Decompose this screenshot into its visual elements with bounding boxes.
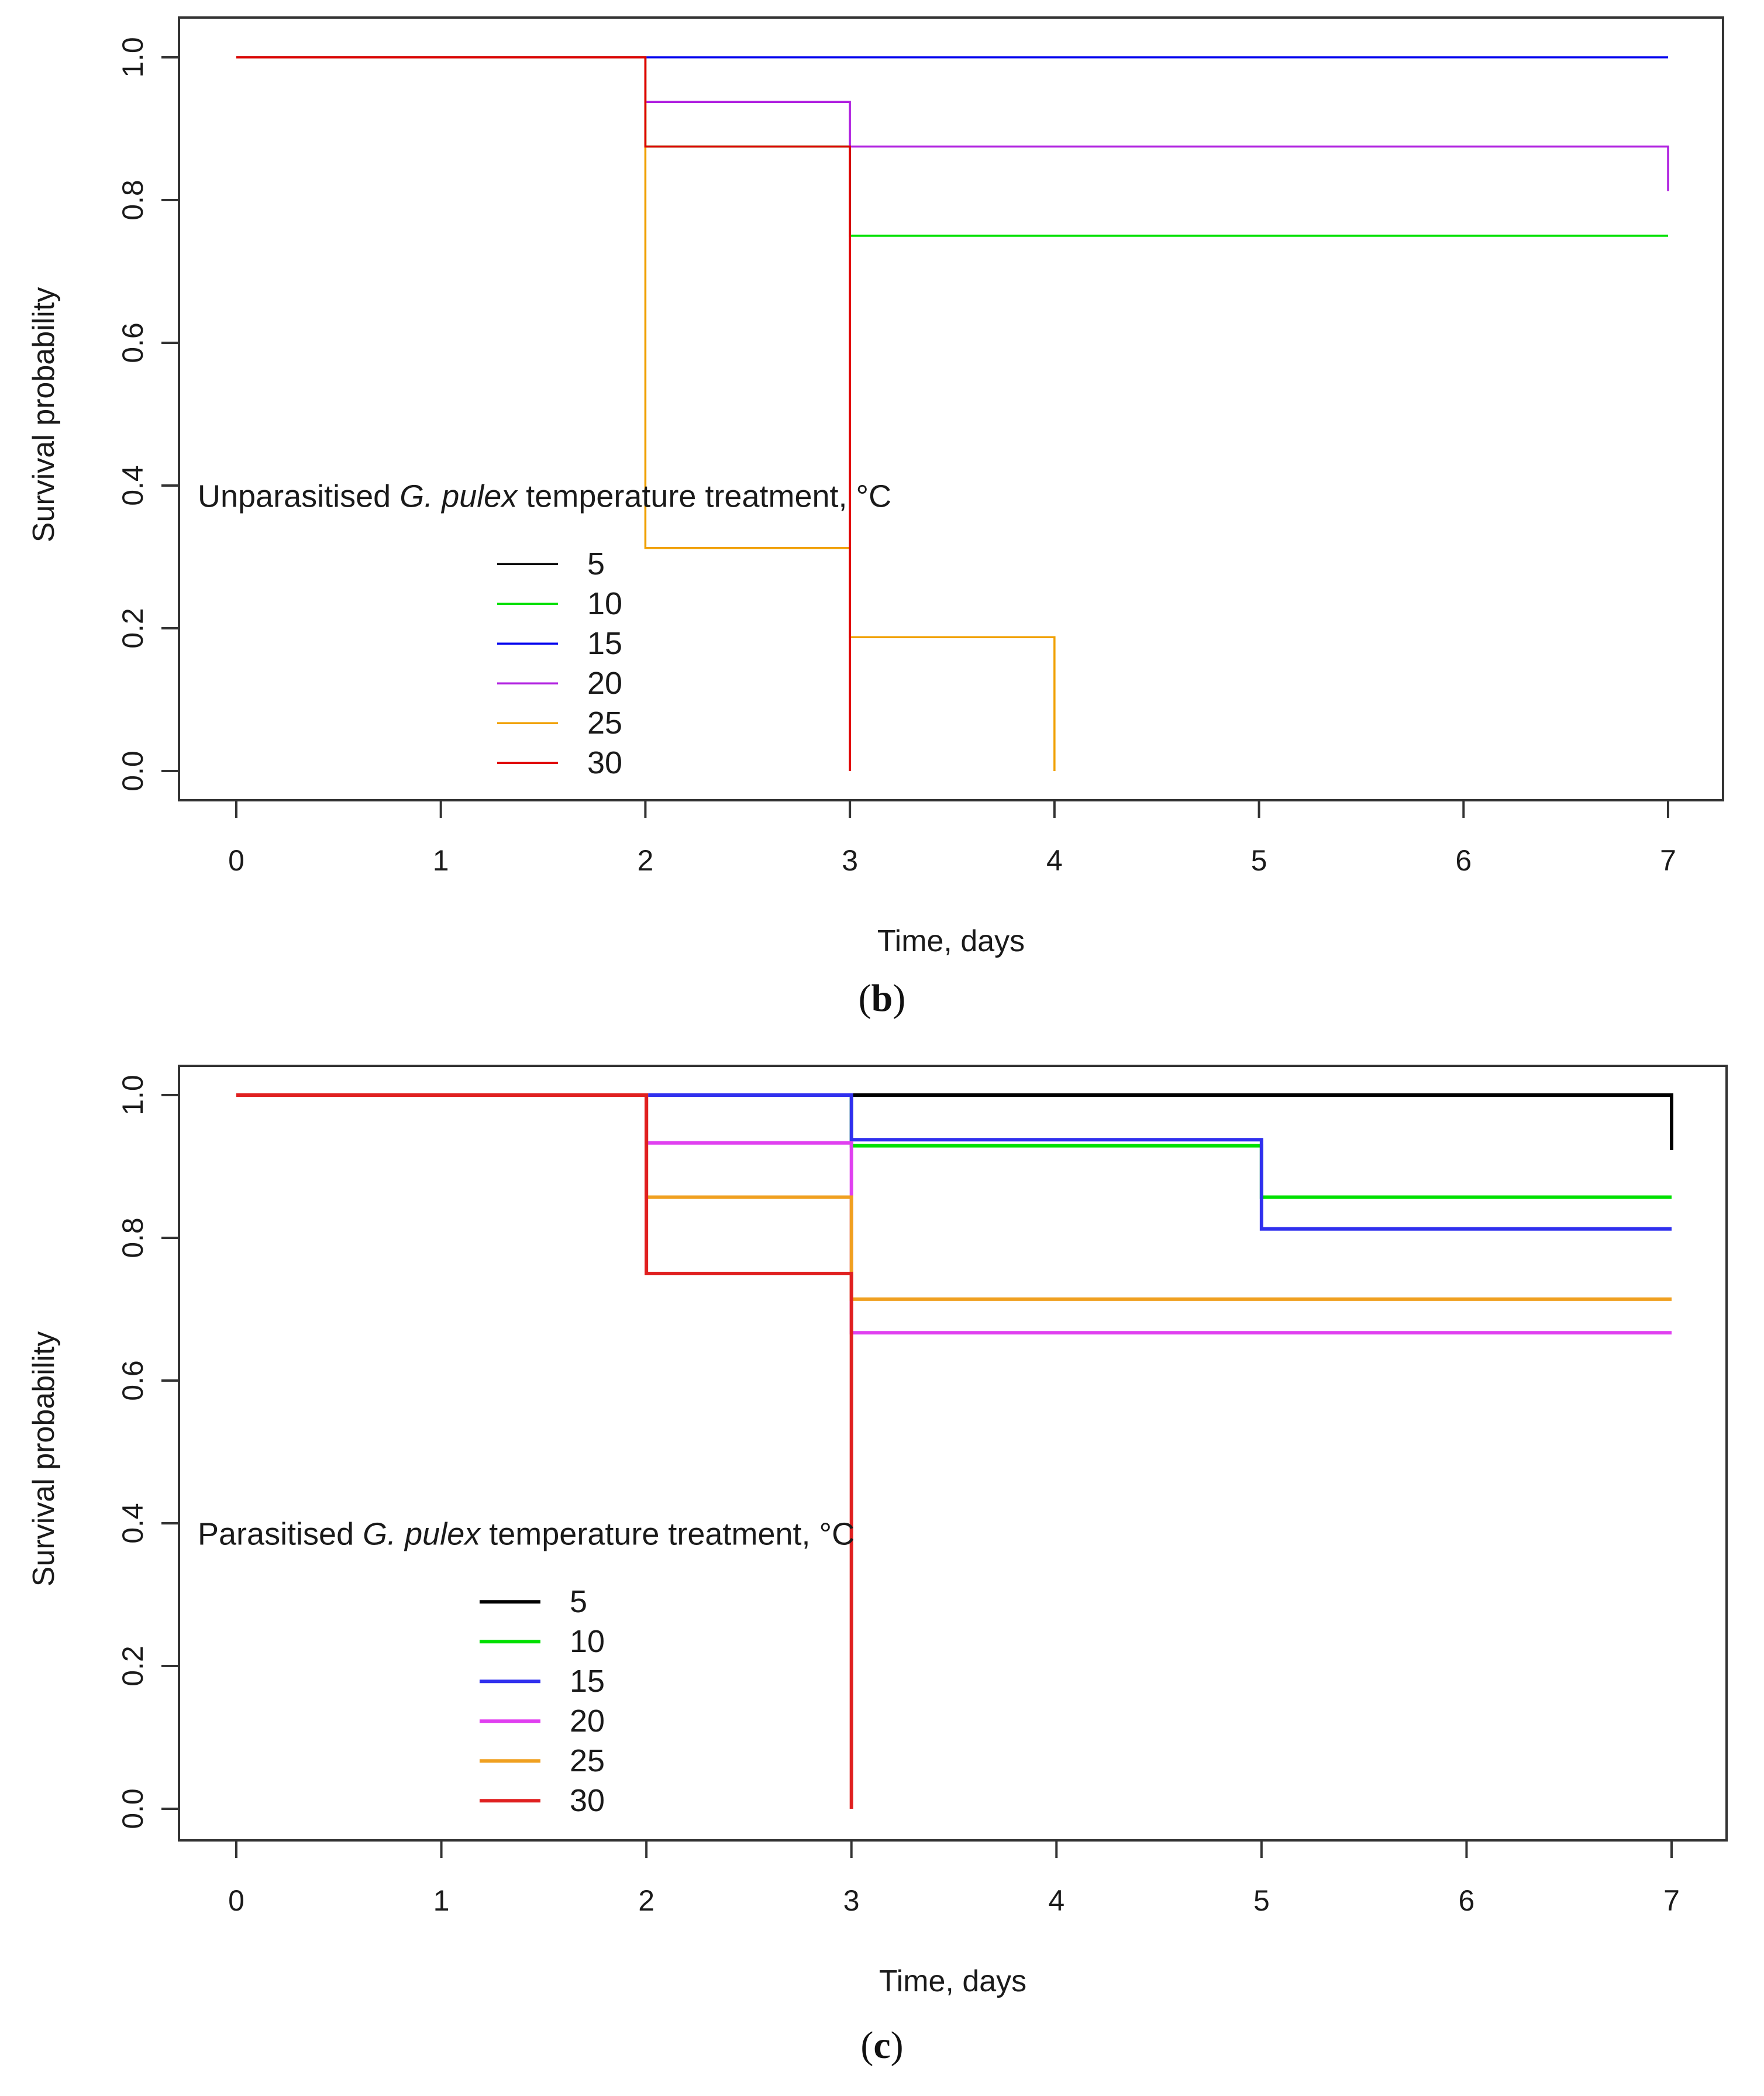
legend-label-5: 5: [570, 1584, 587, 1619]
legend-label-20: 20: [570, 1703, 605, 1739]
series-line-5: [236, 1093, 1673, 1150]
legend-title-italic: G. pulex: [399, 479, 518, 514]
y-axis-label: Survival probability: [27, 1331, 61, 1586]
series-line-30: [236, 1093, 853, 1809]
plot-frame: [178, 16, 1724, 801]
x-tick-label: 4: [1048, 1884, 1064, 1917]
y-tick-label: 0.0: [116, 751, 149, 791]
x-tick-label: 2: [638, 1884, 654, 1917]
x-tick-label: 6: [1459, 1884, 1475, 1917]
y-tick-label: 0.2: [116, 608, 149, 649]
x-tick-label: 1: [433, 844, 449, 877]
legend-label-30: 30: [570, 1783, 605, 1818]
series-line-20: [236, 1093, 1672, 1335]
legend-label-10: 10: [570, 1624, 605, 1659]
y-tick-label: 1.0: [116, 37, 149, 78]
x-axis-label: Time, days: [877, 924, 1025, 958]
legend-label-15: 15: [570, 1664, 605, 1699]
series-line-20: [236, 56, 1669, 191]
legend-title: Parasitised G. pulex temperature treatme…: [198, 1517, 855, 1552]
legend-label-15: 15: [587, 626, 622, 661]
y-tick-label: 0.8: [116, 180, 149, 221]
x-axis-label: Time, days: [879, 1964, 1026, 1998]
x-tick-label: 7: [1660, 844, 1676, 877]
legend-label-25: 25: [570, 1743, 605, 1778]
x-tick-label: 3: [842, 844, 858, 877]
x-tick-label: 3: [843, 1884, 860, 1917]
series-line-25: [236, 56, 1056, 771]
x-tick-label: 7: [1663, 1884, 1680, 1917]
y-tick-label: 0.4: [116, 465, 149, 506]
x-tick-label: 5: [1251, 844, 1267, 877]
x-tick-label: 4: [1046, 844, 1063, 877]
y-tick-label: 0.6: [116, 1360, 149, 1401]
y-tick-label: 0.0: [116, 1788, 149, 1829]
legend-title-prefix: Parasitised: [198, 1517, 363, 1552]
legend-label-25: 25: [587, 705, 622, 741]
y-tick-label: 1.0: [116, 1075, 149, 1116]
panel-label: (b): [859, 977, 906, 1020]
y-tick-label: 0.4: [116, 1503, 149, 1544]
y-axis-label: Survival probability: [27, 287, 61, 542]
chart-panel-b: 0 1 2 3 4 5 6 7 0.0 0.2 0.4 0.6 0.8 1.0 Time, days Surv…: [27, 16, 1724, 1020]
x-tick-label: 0: [228, 844, 244, 877]
x-tick-label: 6: [1455, 844, 1472, 877]
x-tick-label: 2: [638, 844, 654, 877]
legend-title-prefix: Unparasitised: [198, 479, 399, 514]
series-line-30: [236, 56, 851, 771]
legend-title-suffix: temperature treatment, °C: [517, 479, 891, 514]
series-line-15: [236, 1093, 1672, 1231]
y-tick-label: 0.8: [116, 1217, 149, 1258]
x-tick-label: 0: [228, 1884, 244, 1917]
x-tick-label: 1: [433, 1884, 450, 1917]
x-tick-label: 5: [1253, 1884, 1270, 1917]
chart-panel-c: 0 1 2 3 4 5 6 7 0.0 0.2 0.4 0.6 0.8 1.0 Time, days Surv…: [27, 1065, 1728, 2067]
y-tick-label: 0.6: [116, 322, 149, 363]
legend-title-italic: G. pulex: [363, 1517, 481, 1552]
panel-label: (c): [860, 2024, 903, 2067]
legend-title: Unparasitised G. pulex temperature treat…: [198, 479, 891, 514]
legend-label-20: 20: [587, 666, 622, 701]
legend-title-suffix: temperature treatment, °C: [480, 1517, 855, 1552]
plot-frame: [178, 1065, 1728, 1842]
series-line-10: [236, 1093, 1672, 1199]
y-tick-label: 0.2: [116, 1646, 149, 1687]
legend-label-30: 30: [587, 745, 622, 780]
legend-label-5: 5: [587, 546, 605, 581]
legend-label-10: 10: [587, 586, 622, 621]
